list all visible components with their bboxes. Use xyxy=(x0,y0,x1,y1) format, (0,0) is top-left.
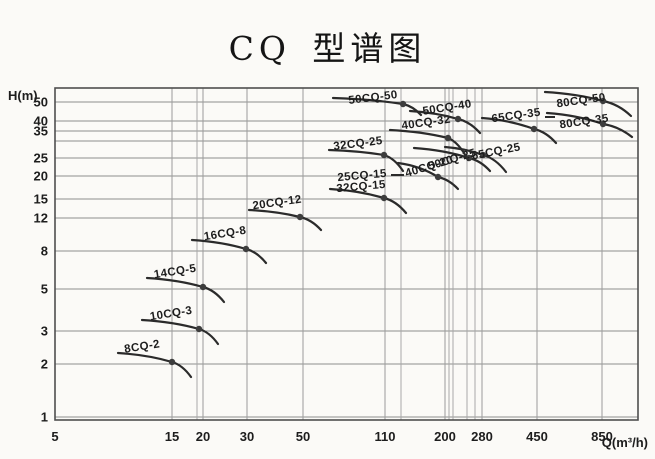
x-tick-label: 280 xyxy=(471,429,493,444)
y-tick-label: 35 xyxy=(34,124,48,139)
x-tick-label: 110 xyxy=(375,429,396,444)
duty-point-40CQ-20 xyxy=(434,173,442,181)
duty-point-80CQ-35 xyxy=(599,120,607,128)
plot-frame xyxy=(54,87,639,421)
curve-8CQ-2 xyxy=(116,351,193,379)
duty-point-8CQ-2 xyxy=(168,358,176,366)
duty-point-32CQ-15 xyxy=(380,194,388,202)
x-tick-label: 200 xyxy=(434,429,456,444)
duty-point-80CQ-50 xyxy=(599,97,607,105)
y-tick-label: 8 xyxy=(41,244,48,259)
y-axis-unit-label: H(m) xyxy=(8,88,38,103)
x-tick-label: 30 xyxy=(240,429,254,444)
y-tick-label: 1 xyxy=(41,410,48,425)
curve-label-10CQ-3: 10CQ-3 xyxy=(149,305,193,324)
x-tick-label: 5 xyxy=(51,429,58,444)
x-tick-label: 450 xyxy=(526,429,548,444)
y-tick-label: 25 xyxy=(34,151,48,166)
chart-title: CQ 型谱图 xyxy=(228,29,427,68)
duty-point-50CQ-40 xyxy=(454,115,462,123)
x-tick-label: 15 xyxy=(165,429,179,444)
curve-label-65CQ-25: 65CQ-25 xyxy=(471,141,522,162)
x-tick-label: 20 xyxy=(196,429,210,444)
duty-point-10CQ-3 xyxy=(195,325,203,333)
duty-point-65CQ-35 xyxy=(530,125,538,133)
y-tick-label: 5 xyxy=(41,282,48,297)
curve-label-14CQ-5: 14CQ-5 xyxy=(153,263,197,282)
curve-14CQ-5 xyxy=(145,276,226,304)
curve-label-32CQ-25: 32CQ-25 xyxy=(333,135,384,153)
x-tick-label: 850 xyxy=(591,429,613,444)
y-tick-label: 3 xyxy=(41,324,48,339)
curve-label-16CQ-8: 16CQ-8 xyxy=(203,225,247,244)
curve-20CQ-12 xyxy=(247,208,323,232)
y-tick-label: 50 xyxy=(34,95,48,110)
duty-point-50CQ-50 xyxy=(399,100,407,108)
curve-label-50CQ-50: 50CQ-50 xyxy=(348,89,399,107)
y-tick-label: 2 xyxy=(41,357,48,372)
duty-point-40CQ-32 xyxy=(444,134,452,142)
y-tick-label: 12 xyxy=(34,211,48,226)
y-tick-label: 40 xyxy=(34,114,48,129)
curve-label-25CQ-15: 25CQ-15 xyxy=(337,168,388,184)
duty-point-16CQ-8 xyxy=(242,245,250,253)
x-axis-unit-label: Q(m³/h) xyxy=(602,435,648,450)
curve-label-32CQ-15: 32CQ-15 xyxy=(336,179,387,195)
y-tick-label: 15 xyxy=(34,192,48,207)
duty-point-65CQ-25 xyxy=(479,151,487,159)
duty-point-20CQ-12 xyxy=(296,213,304,221)
curve-label-8CQ-2: 8CQ-2 xyxy=(124,338,161,355)
x-tick-label: 50 xyxy=(296,429,310,444)
curve-32CQ-25 xyxy=(327,148,405,173)
duty-point-14CQ-5 xyxy=(199,283,207,291)
y-tick-label: 20 xyxy=(34,169,48,184)
curve-label-20CQ-12: 20CQ-12 xyxy=(252,194,303,213)
duty-point-32CQ-25 xyxy=(380,151,388,159)
